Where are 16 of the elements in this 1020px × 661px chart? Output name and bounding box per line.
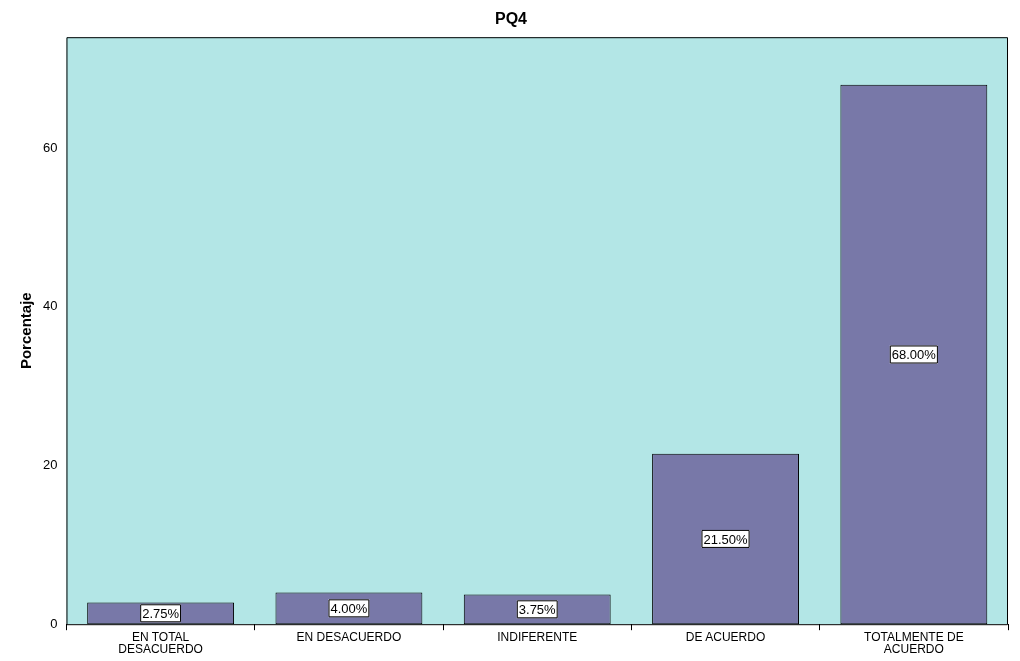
chart-title: PQ4	[494, 10, 528, 28]
x-tick-label: EN TOTAL DESACUERDO	[118, 630, 203, 656]
y-tick-label: 40	[42, 298, 58, 314]
y-tick-label: 20	[42, 457, 58, 473]
x-tick-label: INDIFERENTE	[497, 630, 578, 645]
x-tick-label: EN DESACUERDO	[296, 630, 402, 645]
y-tick-label: 60	[42, 139, 58, 155]
data-label: 4.00%	[330, 600, 368, 616]
data-label: 21.50%	[703, 531, 749, 547]
data-label: 3.75%	[518, 601, 557, 617]
x-tick-label: TOTALMENTE DE ACUERDO	[864, 630, 964, 656]
y-tick-label: 0	[50, 615, 58, 631]
y-axis-title: Porcentaje	[17, 292, 35, 370]
data-label: 68.00%	[891, 347, 937, 363]
x-tick-label: DE ACUERDO	[685, 630, 766, 645]
data-label: 2.75%	[142, 605, 180, 621]
